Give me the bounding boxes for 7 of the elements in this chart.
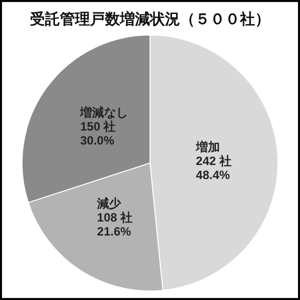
slice-label: 増減なし — [79, 105, 128, 120]
chart-title: 受託管理戸数増減状況（５００社） — [29, 10, 270, 28]
data-label: 150 社 30.0% — [80, 119, 116, 148]
data-label: 108 社 21.6% — [97, 210, 132, 239]
slice-label: 減少 — [96, 196, 122, 211]
slice-label: 増加 — [194, 140, 220, 154]
data-label: 242 社 48.4% — [196, 154, 232, 182]
